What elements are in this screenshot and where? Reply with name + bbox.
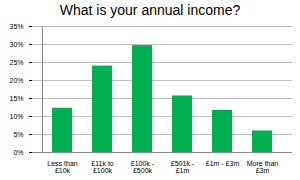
svg-text:20%: 20% (9, 77, 23, 84)
svg-text:Less than£10k: Less than£10k (47, 160, 77, 174)
svg-text:£1m - £3m: £1m - £3m (206, 160, 240, 167)
svg-text:£11k to£100k: £11k to£100k (91, 160, 114, 174)
svg-text:25%: 25% (9, 59, 23, 66)
svg-text:£501k -£1m: £501k -£1m (171, 160, 195, 174)
svg-text:5%: 5% (13, 131, 23, 138)
svg-text:35%: 35% (9, 23, 23, 30)
html-text:What is your annual income?: What is your annual income? (59, 2, 241, 18)
svg-text:30%: 30% (9, 41, 23, 48)
svg-text:More than£3m: More than£3m (247, 160, 279, 174)
svg-text:£100k -£500k: £100k -£500k (131, 160, 155, 174)
svg-text:0%: 0% (13, 149, 23, 156)
svg-text:10%: 10% (9, 113, 23, 120)
svg-text:15%: 15% (9, 95, 23, 102)
